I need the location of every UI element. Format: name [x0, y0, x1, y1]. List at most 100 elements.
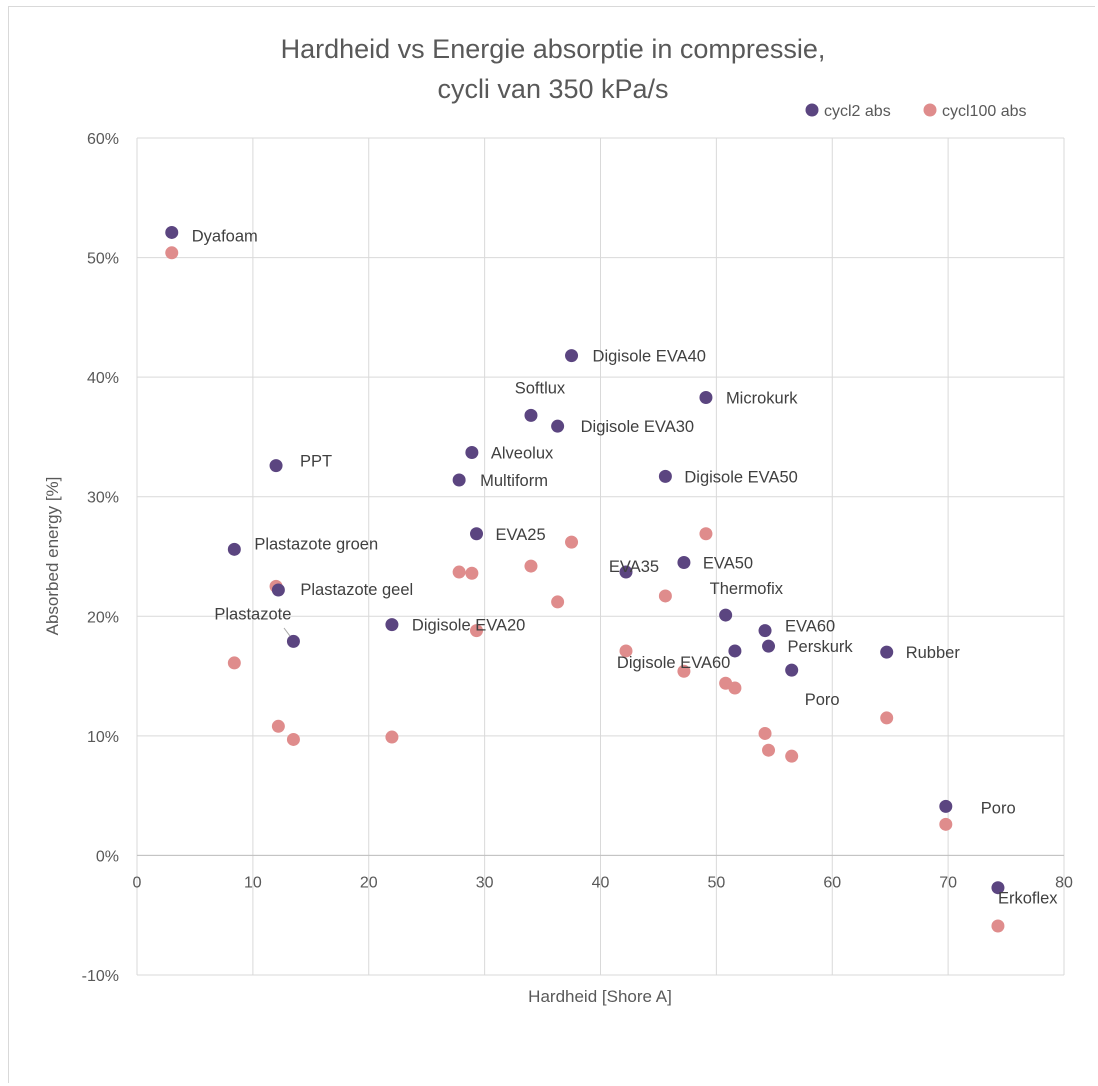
legend-label-cycl2: cycl2 abs: [824, 103, 891, 120]
point-cycl100: [658, 589, 672, 603]
point-cycl2: [452, 473, 466, 487]
point-cycl100: [758, 726, 772, 740]
point-cycl2: [619, 565, 633, 579]
point-cycl100: [165, 246, 179, 260]
point-label: Microkurk: [726, 389, 798, 407]
point-cycl2: [677, 555, 691, 569]
point-cycl2: [762, 639, 776, 653]
y-tick-label: 40%: [87, 370, 119, 387]
point-cycl100: [465, 566, 479, 580]
point-cycl100: [271, 719, 285, 733]
point-cycl100: [939, 817, 953, 831]
point-label: Digisole EVA30: [581, 418, 694, 436]
point-cycl2: [658, 469, 672, 483]
y-tick-label: 10%: [87, 729, 119, 746]
point-label: Dyafoam: [192, 227, 258, 245]
plastazote-leader-line: [283, 627, 291, 637]
point-cycl2: [465, 445, 479, 459]
point-cycl100: [227, 656, 241, 670]
x-tick-label: 40: [592, 874, 610, 891]
point-cycl100: [470, 624, 484, 638]
point-cycl2: [271, 583, 285, 597]
y-tick-label: 20%: [87, 609, 119, 626]
point-cycl100: [677, 664, 691, 678]
point-label: Digisole EVA40: [593, 348, 706, 366]
point-cycl100: [524, 559, 538, 573]
point-cycl2: [286, 634, 300, 648]
x-tick-label: 60: [823, 874, 841, 891]
point-cycl2: [227, 542, 241, 556]
x-tick-label: 10: [244, 874, 262, 891]
point-cycl2: [758, 624, 772, 638]
point-cycl2: [728, 644, 742, 658]
y-tick-label: -10%: [82, 968, 119, 985]
point-label: Alveolux: [491, 444, 554, 462]
y-tick-label: 50%: [87, 251, 119, 268]
point-cycl2: [880, 645, 894, 659]
point-cycl2: [385, 618, 399, 632]
point-label: Plastazote geel: [300, 581, 413, 599]
point-cycl2: [524, 408, 538, 422]
point-cycl100: [785, 749, 799, 763]
point-cycl2: [785, 663, 799, 677]
point-cycl100: [565, 535, 579, 549]
gridlines: [136, 137, 1065, 976]
point-label: PPT: [300, 453, 332, 471]
point-label: EVA60: [785, 618, 835, 636]
point-cycl100: [762, 743, 776, 757]
chart-area: [8, 6, 1095, 1083]
y-tick-label: 60%: [87, 131, 119, 148]
point-cycl2: [565, 349, 579, 363]
point-cycl100: [452, 565, 466, 579]
y-axis-label: Absorbed energy [%]: [43, 477, 62, 636]
point-cycl100: [728, 681, 742, 695]
legend-swatch-cycl2: [805, 103, 819, 117]
point-label: Softlux: [515, 379, 566, 397]
x-tick-label: 50: [707, 874, 725, 891]
chart-title-line-1: Hardheid vs Energie absorptie in compres…: [281, 34, 826, 64]
point-label: Multiform: [480, 472, 548, 490]
legend-label-cycl100: cycl100 abs: [942, 103, 1027, 120]
point-label: Rubber: [906, 644, 961, 662]
point-label: Plastazote groen: [254, 535, 378, 553]
point-label: Poro: [805, 691, 840, 709]
legend-swatch-cycl100: [923, 103, 937, 117]
point-label: Poro: [981, 799, 1016, 817]
x-axis-label: Hardheid [Shore A]: [528, 987, 672, 1006]
point-label: EVA35: [609, 558, 659, 576]
data-points: [165, 225, 1005, 933]
x-tick-label: 20: [360, 874, 378, 891]
tick-labels: -10% 0% 10% 20% 30% 40% 50% 60% 0 10 20 30 40 50 60 70 8…: [82, 131, 1073, 985]
point-cycl100: [385, 730, 399, 744]
point-label: Erkoflex: [998, 890, 1058, 908]
y-tick-label: 0%: [96, 848, 119, 865]
point-label: Plastazote: [214, 605, 291, 623]
point-cycl2: [165, 225, 179, 239]
x-tick-label: 70: [939, 874, 957, 891]
x-tick-label: 0: [133, 874, 142, 891]
legend: cycl2 abs cycl100 abs: [805, 103, 1027, 120]
point-label: EVA50: [703, 554, 753, 572]
point-label: Digisole EVA50: [684, 468, 797, 486]
point-label: Digisole EVA60: [617, 654, 730, 672]
point-cycl100: [699, 527, 713, 541]
point-cycl2: [699, 390, 713, 404]
point-labels: Dyafoam Plastazote groen PPT Plastazote gee…: [192, 227, 1059, 907]
point-cycl2: [991, 881, 1005, 895]
y-tick-label: 30%: [87, 490, 119, 507]
x-tick-label: 80: [1055, 874, 1073, 891]
point-cycl100: [286, 732, 300, 746]
point-cycl2: [939, 799, 953, 813]
point-label: Thermofix: [710, 580, 784, 598]
point-label: Perskurk: [788, 638, 854, 656]
point-label: EVA25: [496, 526, 546, 544]
point-cycl100: [619, 644, 633, 658]
point-label: Digisole EVA20: [412, 617, 525, 635]
point-cycl100: [551, 595, 565, 609]
point-cycl2: [551, 419, 565, 433]
point-cycl2: [470, 527, 484, 541]
point-cycl100: [880, 711, 894, 725]
x-tick-label: 30: [476, 874, 494, 891]
point-cycl2: [269, 459, 283, 473]
